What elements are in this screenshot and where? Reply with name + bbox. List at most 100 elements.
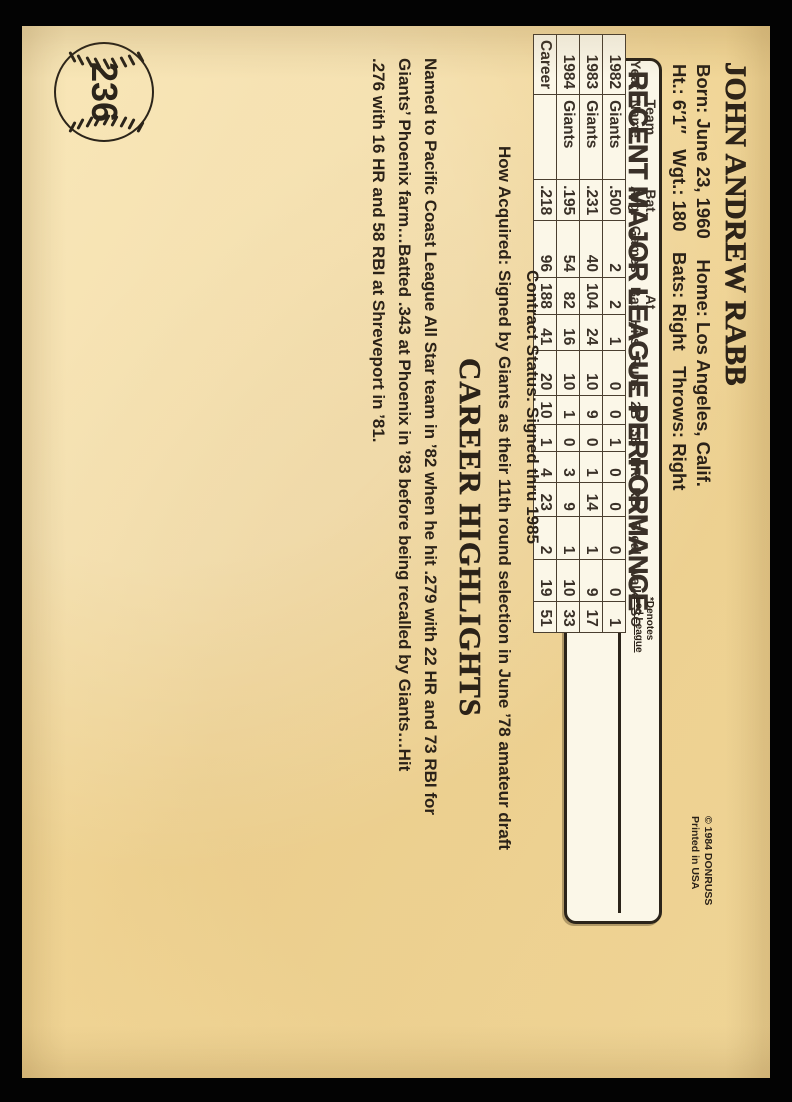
cell-year: 1984	[556, 34, 580, 95]
col-label-ab: Bat	[628, 286, 644, 310]
cell-3b: 1	[602, 424, 626, 452]
cell-hr: 0	[602, 451, 626, 483]
cell-team: Giants	[556, 94, 580, 180]
table-row: 1982 Giants .500 2 2 1 0 0 1 0 0 0 0 1	[602, 34, 626, 633]
copyright-block: © 1984 DONRUSS Printed in USA	[688, 816, 714, 905]
cell-avg: .218	[533, 179, 557, 221]
career-highlight-line-1: Named to Pacific Coast League All Star t…	[421, 58, 440, 816]
col-label-games: Games	[628, 225, 644, 273]
cell-hits: 1	[602, 314, 626, 351]
cell-hits: 24	[579, 314, 603, 351]
cell-so: 33	[556, 601, 580, 633]
cell-2b: 0	[602, 395, 626, 425]
cell-ab: 104	[579, 277, 603, 315]
cell-so: 17	[579, 601, 603, 633]
col-label-steal: Steal	[628, 521, 644, 555]
col-label-2b: 2B	[628, 401, 644, 420]
col-header-steal: Steal	[626, 516, 659, 559]
cell-2b: 1	[556, 395, 580, 425]
table-row: 1984 Giants .195 54 82 16 10 1 0 3 9 1 1…	[556, 34, 580, 633]
cell-so: 51	[533, 601, 557, 633]
col-header-runs: Runs	[626, 351, 659, 396]
col-header-avg: Bat. Avg.	[626, 180, 659, 221]
col-label-3b: 3B	[628, 429, 644, 447]
cell-hr: 1	[579, 451, 603, 483]
cell-games: 40	[579, 220, 603, 278]
col-label-hr: HR	[628, 456, 644, 478]
stats-table-head: Year Team Name Bat. Avg. Games	[626, 35, 659, 633]
cell-runs: 0	[602, 350, 626, 396]
cell-games: 96	[533, 220, 557, 278]
cell-runs: 10	[579, 350, 603, 396]
stats-table-body: 1982 Giants .500 2 2 1 0 0 1 0 0 0 0 1	[533, 34, 626, 633]
cell-hr: 3	[556, 451, 580, 483]
cell-so: 1	[602, 601, 626, 633]
cell-rbi: 9	[556, 482, 580, 517]
cell-steal: 1	[556, 516, 580, 560]
how-acquired-text: How Acquired: Signed by Giants as their …	[495, 146, 514, 851]
stats-header-row: Year Team Name Bat. Avg. Games	[626, 35, 659, 633]
cell-steal: 1	[579, 516, 603, 560]
col-header-ab: At Bat	[626, 278, 659, 315]
cell-avg: .231	[579, 179, 603, 221]
col-header-hits: Hits	[626, 314, 659, 350]
career-highlight-line-2: Giants’ Phoenix farm…Batted .343 at Phoe…	[395, 58, 414, 772]
col-sub-ab: At	[643, 294, 659, 310]
cell-year: Career	[533, 34, 557, 95]
page-title: JOHN ANDREW RABB	[719, 62, 753, 387]
contract-status-text: Contract Status: Signed thru 1985	[523, 270, 542, 544]
cell-3b: 0	[579, 424, 603, 452]
cell-team: Giants	[602, 94, 626, 180]
cell-avg: .195	[556, 179, 580, 221]
cell-walk: 10	[556, 559, 580, 602]
col-header-team: Team Name	[626, 95, 659, 180]
col-header-year: Year	[626, 35, 659, 95]
cell-games: 54	[556, 220, 580, 278]
col-sub-avg: Bat.	[643, 189, 659, 216]
col-label-year: Year	[628, 60, 644, 90]
cell-avg: .500	[602, 179, 626, 221]
col-header-hr: HR	[626, 452, 659, 482]
cell-year: 1983	[579, 34, 603, 95]
col-label-rbi: RBI	[628, 487, 644, 512]
cell-walk: 9	[579, 559, 603, 602]
card-content-rotated: JOHN ANDREW RABB Born: June 23, 1960 Hom…	[22, 26, 770, 1078]
cell-team: Giants	[579, 94, 603, 180]
stats-table: Year Team Name Bat. Avg. Games	[533, 34, 659, 633]
cell-games: 2	[602, 220, 626, 278]
col-header-3b: 3B	[626, 424, 659, 452]
col-header-games: Games	[626, 221, 659, 278]
card-number-text: 236	[84, 61, 125, 123]
cell-hits: 16	[556, 314, 580, 351]
col-label-runs: Runs	[628, 355, 644, 391]
cell-year: 1982	[602, 34, 626, 95]
cell-walk: 0	[602, 559, 626, 602]
career-highlight-line-3: .276 with 16 HR and 58 RBI at Shreveport…	[369, 58, 388, 443]
baseball-icon: 236	[54, 42, 154, 142]
player-bio-line-1: Born: June 23, 1960 Home: Los Angeles, C…	[693, 64, 714, 487]
cell-rbi: 0	[602, 482, 626, 517]
col-label-team: Name	[628, 99, 644, 138]
player-bio-line-2: Ht.: 6′1″ Wgt.: 180 Bats: Right Throws: …	[669, 64, 690, 491]
table-row: 1983 Giants .231 40 104 24 10 9 0 1 14 1…	[579, 34, 603, 633]
col-label-hits: Hits	[628, 319, 644, 346]
col-header-so: SO	[626, 602, 659, 632]
col-sub-team: Team	[643, 99, 659, 136]
cell-ab: 2	[602, 277, 626, 315]
cell-runs: 10	[556, 350, 580, 396]
career-highlights-title: CAREER HIGHLIGHTS	[453, 358, 489, 718]
cell-3b: 0	[556, 424, 580, 452]
cell-2b: 9	[579, 395, 603, 425]
cell-ab: 82	[556, 277, 580, 315]
col-label-so: SO	[628, 606, 644, 628]
col-header-2b: 2B	[626, 396, 659, 424]
col-label-avg: Avg.	[628, 185, 644, 216]
cell-walk: 19	[533, 559, 557, 602]
cell-steal: 0	[602, 516, 626, 560]
col-header-rbi: RBI	[626, 482, 659, 516]
col-header-walk: Walk	[626, 560, 659, 602]
baseball-card-back: JOHN ANDREW RABB Born: June 23, 1960 Hom…	[22, 26, 770, 1078]
copyright-text: © 1984 DONRUSS	[702, 816, 714, 906]
cell-rbi: 14	[579, 482, 603, 517]
